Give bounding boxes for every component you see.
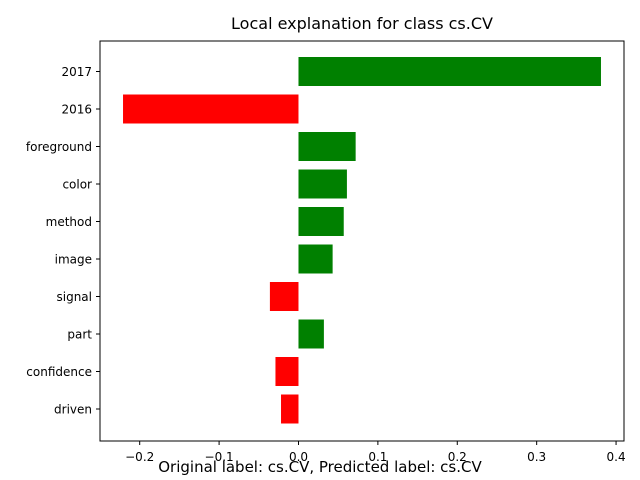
bar-method <box>298 207 344 236</box>
x-tick-label: 0.4 <box>607 450 626 464</box>
x-tick-label: −0.2 <box>125 450 154 464</box>
y-tick-label: part <box>67 328 92 342</box>
y-tick-label: confidence <box>26 365 92 379</box>
y-tick-labels: 2017 2016 foreground color method image signal… <box>26 65 100 417</box>
bar-2016 <box>123 94 299 124</box>
bar-signal <box>269 282 299 311</box>
y-tick-label: color <box>62 178 92 192</box>
bar-color <box>298 169 347 199</box>
y-tick-label: signal <box>57 290 93 304</box>
bar-foreground <box>298 132 356 161</box>
bar-image <box>298 244 333 274</box>
bars-group <box>123 57 601 424</box>
bar-part <box>298 319 324 349</box>
chart-title: Local explanation for class cs.CV <box>231 14 493 33</box>
y-tick-label: foreground <box>26 140 92 154</box>
x-tick-label: 0.0 <box>289 450 308 464</box>
y-tick-label: method <box>46 215 92 229</box>
plot-frame <box>99 40 625 442</box>
y-tick-label: 2017 <box>61 65 92 79</box>
x-tick-label: 0.1 <box>368 450 387 464</box>
x-tick-label: −0.1 <box>205 450 234 464</box>
y-tick-label: 2016 <box>61 103 92 117</box>
x-tick-labels: −0.2 −0.1 0.0 0.1 0.2 0.3 0.4 <box>125 441 626 464</box>
label-caption: Original label: cs.CV, Predicted label: … <box>158 458 482 476</box>
bar-2017 <box>298 57 601 86</box>
bar-confidence <box>275 357 299 386</box>
x-tick-label: 0.3 <box>527 450 546 464</box>
y-tick-label: image <box>55 253 92 267</box>
x-tick-label: 0.2 <box>448 450 467 464</box>
y-tick-label: driven <box>54 403 92 417</box>
bar-driven <box>281 394 299 424</box>
